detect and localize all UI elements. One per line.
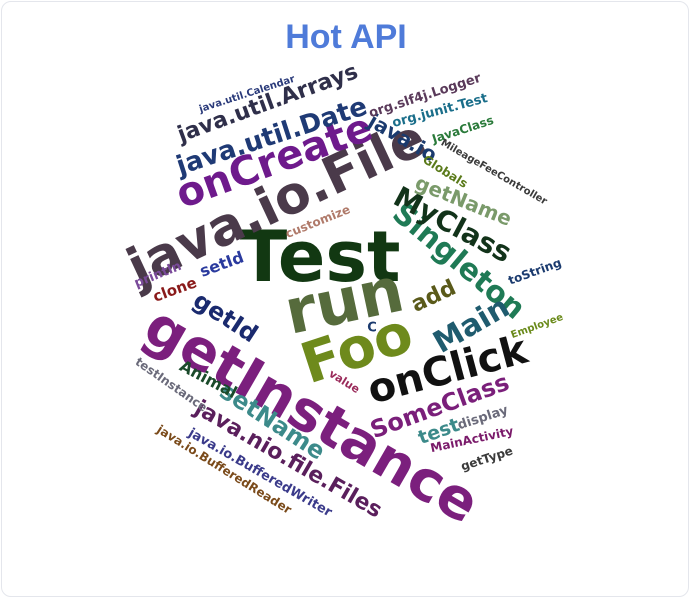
word-c: C xyxy=(367,321,377,336)
chart-title: Hot API xyxy=(285,18,407,56)
word-add: add xyxy=(408,275,461,317)
word-tostring: toString xyxy=(506,255,563,287)
word-gettype: getType xyxy=(459,444,514,474)
word-test: Test xyxy=(239,216,400,298)
